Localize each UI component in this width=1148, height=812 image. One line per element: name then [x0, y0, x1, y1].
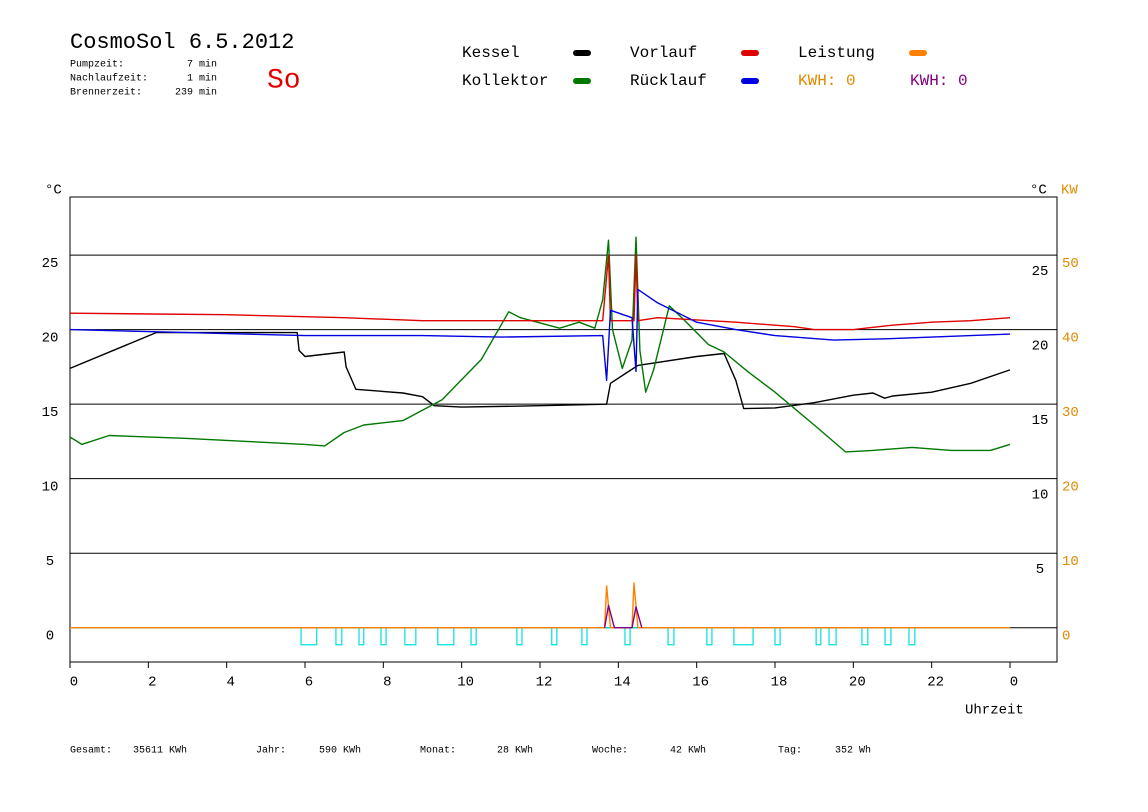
y2-tick-label: 0	[1062, 628, 1070, 644]
y-tick-label: 20	[42, 330, 59, 346]
x-tick-label: 10	[457, 675, 474, 691]
x-axis-label: Uhrzeit	[965, 703, 1024, 719]
stat-value: 590 KWh	[319, 745, 361, 757]
y-right-tick-label: 20	[1032, 338, 1049, 354]
series-line	[69, 254, 1011, 331]
legend-label: Rücklauf	[630, 72, 707, 90]
info-value: 239 min	[175, 87, 217, 99]
stat-value: 42 KWh	[670, 745, 706, 757]
x-tick-label: 12	[536, 675, 553, 691]
pump-line	[70, 627, 1010, 646]
x-tick-label: 22	[927, 675, 944, 691]
plot-frame	[69, 196, 1058, 663]
kwh-label: KWH: 0	[910, 72, 968, 90]
y2-tick-label: 10	[1062, 554, 1079, 570]
legend-label: Leistung	[798, 44, 875, 62]
series-line	[69, 331, 1011, 410]
y-right-axis-label: °C	[1030, 183, 1047, 199]
stat-value: 352 Wh	[835, 745, 871, 757]
x-tick-label: 0	[1010, 675, 1018, 691]
stat-value: 35611 KWh	[133, 745, 187, 757]
y-tick-label: 0	[46, 628, 54, 644]
chart-title: CosmoSol 6.5.2012	[70, 30, 294, 55]
series-line	[69, 236, 1011, 453]
legend-label: Kessel	[462, 44, 520, 62]
y-tick-label: 5	[46, 554, 54, 570]
y-right-tick-label: 10	[1032, 487, 1049, 503]
x-tick-label: 16	[692, 675, 709, 691]
legend-label: Vorlauf	[630, 44, 697, 62]
x-tick-label: 0	[70, 675, 78, 691]
stat-label: Gesamt:	[70, 746, 112, 757]
legend-label: Kollektor	[462, 72, 548, 90]
y-right-tick-label: 5	[1036, 562, 1044, 578]
info-label: Brennerzeit:	[70, 87, 142, 99]
info-value: 1 min	[187, 73, 217, 85]
info-value: 7 min	[187, 59, 217, 71]
x-tick-label: 6	[305, 675, 313, 691]
y2-tick-label: 30	[1062, 405, 1079, 421]
stat-label: Woche:	[592, 745, 628, 757]
x-tick-label: 20	[849, 675, 866, 691]
y2-axis-label: KW	[1061, 183, 1078, 199]
x-tick-label: 4	[226, 675, 234, 691]
day-label: So	[267, 65, 301, 96]
y-right-tick-label: 25	[1032, 264, 1049, 280]
y2-tick-label: 40	[1062, 330, 1079, 346]
series-line	[603, 604, 643, 629]
x-tick-label: 2	[148, 675, 156, 691]
info-label: Nachlaufzeit:	[70, 73, 148, 85]
x-tick-label: 18	[771, 675, 788, 691]
kwh-label: KWH: 0	[798, 72, 856, 90]
y-tick-label: 25	[42, 256, 59, 272]
y-tick-label: 15	[42, 405, 59, 421]
stat-value: 28 KWh	[497, 745, 533, 757]
y-axis-label: °C	[45, 183, 62, 199]
y-right-tick-label: 15	[1032, 413, 1049, 429]
info-label: Pumpzeit:	[70, 59, 124, 71]
x-tick-label: 14	[614, 675, 631, 691]
stat-label: Monat:	[420, 746, 456, 757]
y2-tick-label: 20	[1062, 479, 1079, 495]
x-tick-label: 8	[383, 675, 391, 691]
stat-label: Jahr:	[256, 745, 286, 757]
y-tick-label: 10	[42, 479, 59, 495]
y2-tick-label: 50	[1062, 256, 1079, 272]
stat-label: Tag:	[778, 746, 802, 757]
series-line	[69, 288, 1011, 381]
